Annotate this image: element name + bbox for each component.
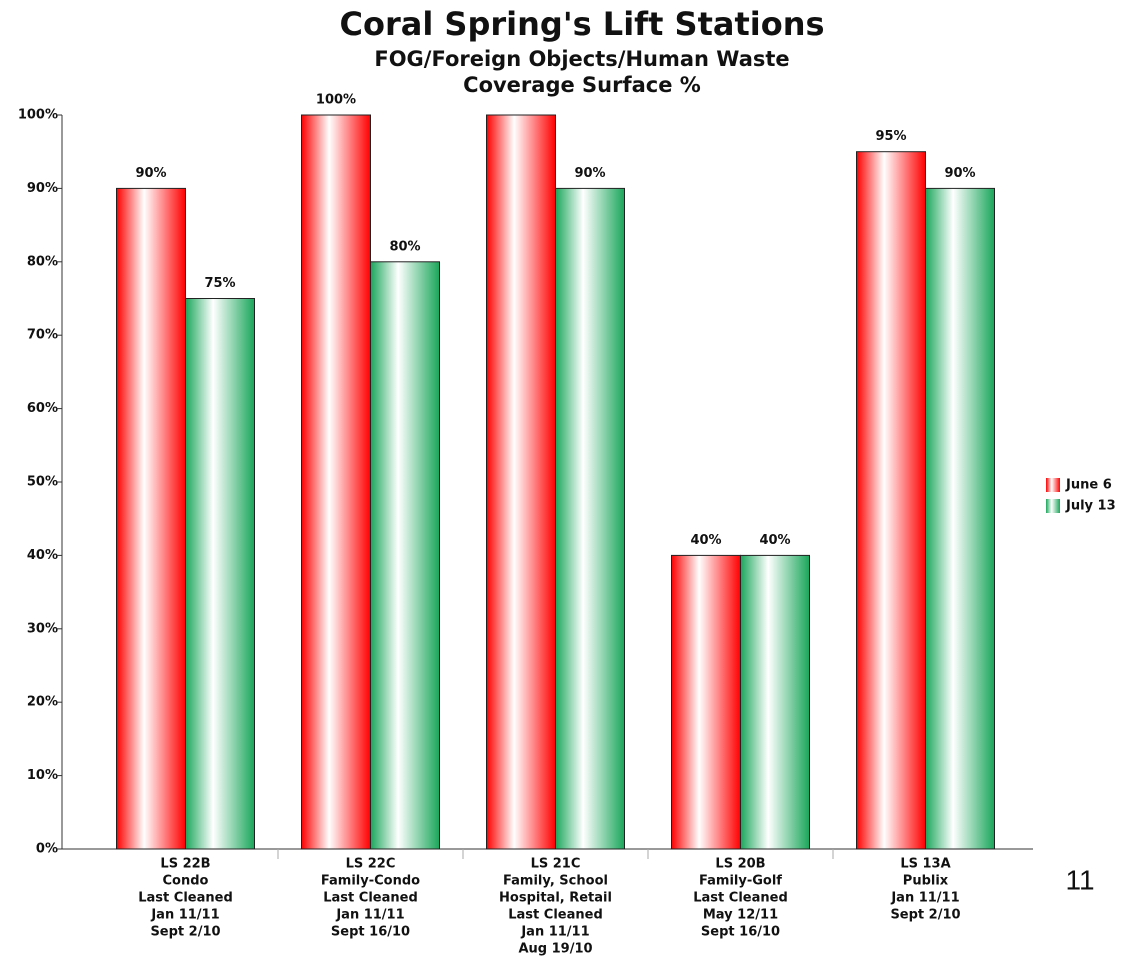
x-tick-label: May 12/11 [703, 908, 778, 923]
x-tick-label: LS 22C [346, 857, 396, 872]
bar [671, 554, 741, 850]
legend-label: June 6 [1065, 478, 1112, 493]
x-tick-label: Sept 16/10 [701, 925, 780, 940]
x-tick-label: Family-Condo [321, 874, 420, 889]
chart-subtitle: FOG/Foreign Objects/Human Waste [374, 47, 789, 71]
bar [116, 187, 186, 850]
legend-label: July 13 [1065, 499, 1116, 514]
value-label: 40% [759, 533, 790, 548]
x-tick-label: Condo [163, 874, 209, 889]
y-tick-label: 100% [18, 108, 58, 123]
value-label: 90% [944, 166, 975, 181]
y-tick-label: 80% [27, 254, 58, 269]
value-label: 40% [690, 533, 721, 548]
x-tick-label: Last Cleaned [323, 891, 418, 906]
x-tick-label: Sept 16/10 [331, 925, 410, 940]
y-tick-label: 20% [27, 695, 58, 710]
chart-subtitle: Coverage Surface % [463, 73, 701, 97]
y-tick-label: 40% [27, 548, 58, 563]
x-tick-label: LS 21C [531, 857, 581, 872]
bar [486, 114, 556, 850]
y-tick-label: 0% [36, 842, 58, 857]
x-tick-label: Last Cleaned [138, 891, 233, 906]
bar [740, 554, 810, 850]
x-tick-label: Jan 11/11 [150, 908, 219, 923]
x-tick-label: Jan 11/11 [520, 925, 589, 940]
value-label: 75% [204, 276, 235, 291]
legend-swatch [1046, 478, 1060, 492]
x-tick-label: Jan 11/11 [890, 891, 959, 906]
value-label: 90% [135, 166, 166, 181]
x-tick-label: Last Cleaned [508, 908, 603, 923]
value-label: 80% [389, 239, 420, 254]
x-tick-label: Sept 2/10 [890, 908, 960, 923]
y-tick-label: 60% [27, 401, 58, 416]
chart-title: Coral Spring's Lift Stations [339, 5, 824, 43]
bar [185, 298, 255, 850]
x-tick-label: Jan 11/11 [335, 908, 404, 923]
bar [925, 187, 995, 850]
x-tick-label: Publix [903, 874, 949, 889]
bar [370, 261, 440, 850]
bar [856, 151, 926, 850]
value-label: 100% [316, 93, 356, 108]
y-tick-label: 70% [27, 328, 58, 343]
y-tick-label: 50% [27, 475, 58, 490]
x-tick-label: Aug 19/10 [518, 942, 592, 957]
x-tick-label: LS 20B [715, 857, 765, 872]
value-label: 90% [574, 166, 605, 181]
value-label: 95% [875, 129, 906, 144]
x-tick-label: LS 22B [160, 857, 210, 872]
x-tick-label: Family, School [503, 874, 608, 889]
y-tick-label: 90% [27, 181, 58, 196]
x-tick-label: Hospital, Retail [499, 891, 612, 906]
y-tick-label: 30% [27, 621, 58, 636]
bar [301, 114, 371, 850]
page-number: 11 [1065, 864, 1094, 895]
y-tick-label: 10% [27, 768, 58, 783]
x-tick-label: Sept 2/10 [150, 925, 220, 940]
legend-swatch [1046, 499, 1060, 513]
bar [555, 187, 625, 850]
x-tick-label: Family-Golf [699, 874, 782, 889]
x-tick-label: Last Cleaned [693, 891, 788, 906]
x-tick-label: LS 13A [900, 857, 950, 872]
